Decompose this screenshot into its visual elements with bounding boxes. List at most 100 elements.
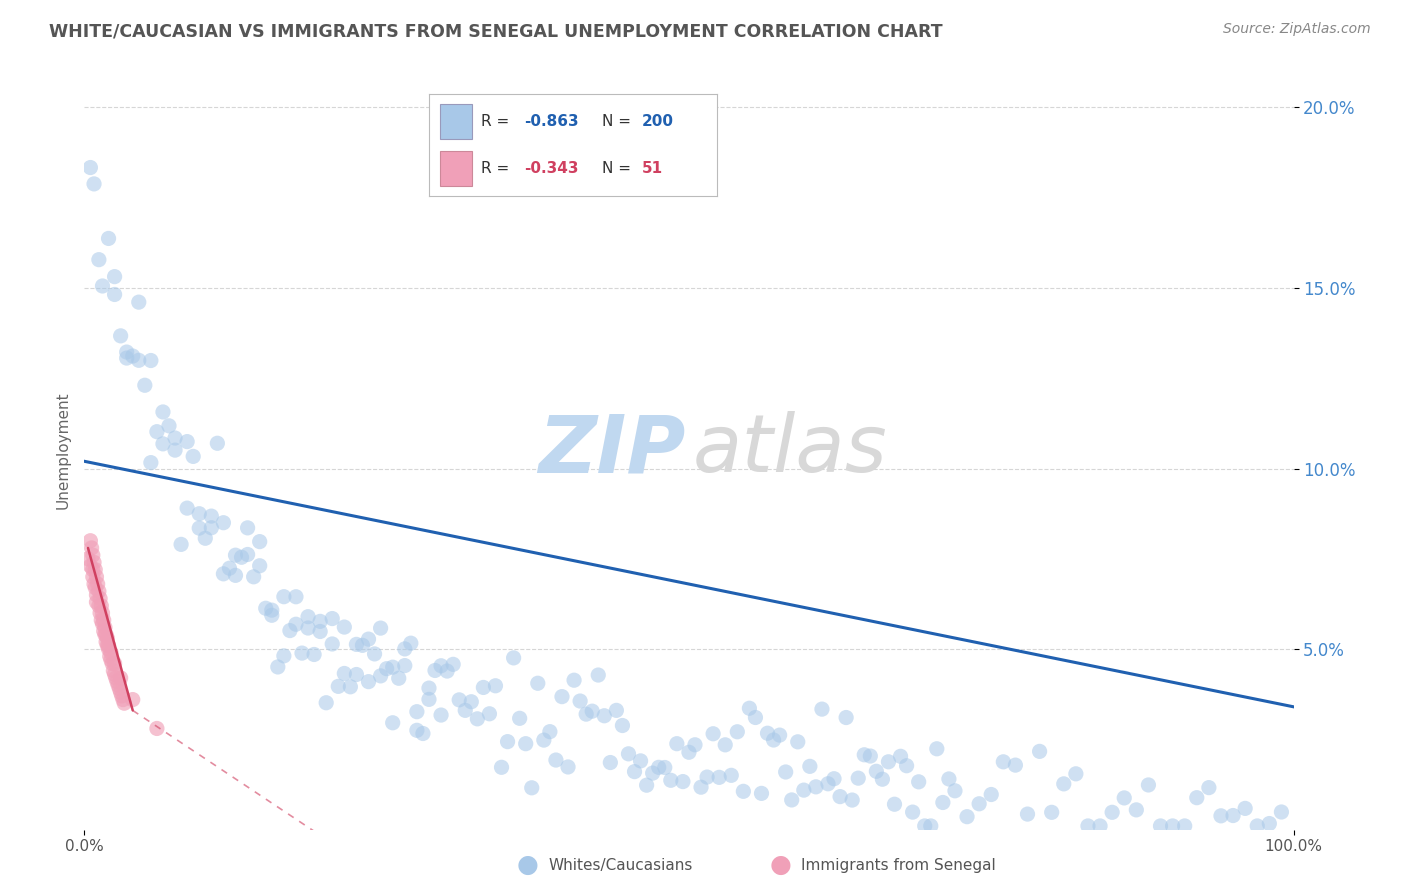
Point	[1270, 805, 1292, 819]
Point	[509, 711, 531, 725]
Point	[1174, 819, 1197, 833]
Point	[557, 760, 579, 774]
Point	[709, 770, 731, 784]
Point	[90, 613, 112, 627]
Point	[654, 760, 676, 774]
Point	[87, 599, 110, 613]
Point	[993, 755, 1015, 769]
Point	[714, 738, 737, 752]
Point	[111, 689, 134, 703]
Point	[236, 548, 259, 562]
Point	[121, 349, 143, 363]
Point	[104, 671, 127, 685]
Point	[249, 534, 271, 549]
Point	[1053, 777, 1076, 791]
Point	[82, 570, 104, 584]
Point	[890, 749, 912, 764]
Point	[212, 516, 235, 530]
Point	[146, 425, 169, 439]
Point	[1137, 778, 1160, 792]
Text: atlas: atlas	[693, 411, 887, 490]
Point	[90, 599, 112, 613]
Point	[1258, 816, 1281, 830]
Point	[733, 784, 755, 798]
Point	[1040, 805, 1063, 820]
Point	[775, 764, 797, 779]
Point	[756, 726, 779, 740]
Point	[636, 778, 658, 792]
Point	[830, 789, 852, 804]
Point	[128, 295, 150, 310]
Point	[1004, 758, 1026, 772]
Point	[91, 616, 114, 631]
Point	[236, 521, 259, 535]
Point	[93, 624, 115, 638]
Point	[460, 695, 482, 709]
Point	[381, 715, 404, 730]
Point	[225, 548, 247, 562]
Point	[436, 664, 458, 678]
Point	[165, 443, 187, 458]
Point	[980, 788, 1002, 802]
Point	[612, 718, 634, 732]
Text: Immigrants from Senegal: Immigrants from Senegal	[801, 858, 997, 872]
Point	[333, 666, 356, 681]
Point	[1198, 780, 1220, 795]
Point	[200, 521, 222, 535]
FancyBboxPatch shape	[440, 151, 472, 186]
Point	[352, 638, 374, 652]
Point	[83, 555, 105, 569]
Point	[97, 231, 120, 245]
Point	[593, 708, 616, 723]
Point	[751, 786, 773, 800]
Y-axis label: Unemployment: Unemployment	[55, 392, 70, 509]
Point	[84, 581, 107, 595]
Point	[96, 631, 118, 645]
Point	[901, 805, 924, 819]
Point	[588, 668, 610, 682]
Point	[520, 780, 543, 795]
Text: R =: R =	[481, 161, 513, 176]
Point	[302, 648, 325, 662]
Point	[94, 635, 117, 649]
Point	[321, 637, 343, 651]
Point	[678, 745, 700, 759]
Point	[170, 537, 193, 551]
Point	[690, 780, 713, 794]
Point	[152, 437, 174, 451]
Point	[152, 405, 174, 419]
Point	[309, 624, 332, 639]
Point	[932, 796, 955, 810]
Point	[1077, 819, 1099, 833]
Point	[82, 563, 104, 577]
Point	[1028, 744, 1050, 758]
Point	[176, 434, 198, 449]
Point	[967, 797, 990, 811]
Point	[804, 780, 827, 794]
Point	[449, 693, 471, 707]
Point	[423, 664, 446, 678]
Point	[1161, 819, 1184, 833]
Point	[91, 279, 114, 293]
Point	[188, 507, 211, 521]
Point	[273, 648, 295, 663]
Point	[551, 690, 574, 704]
Point	[93, 613, 115, 627]
Point	[1246, 819, 1268, 833]
Point	[267, 660, 290, 674]
Point	[538, 724, 561, 739]
Point	[877, 755, 900, 769]
Point	[956, 810, 979, 824]
Point	[630, 754, 652, 768]
Point	[309, 615, 332, 629]
Point	[84, 563, 107, 577]
Point	[273, 590, 295, 604]
Point	[696, 770, 718, 784]
Point	[242, 570, 264, 584]
Point	[107, 678, 129, 692]
Text: Source: ZipAtlas.com: Source: ZipAtlas.com	[1223, 22, 1371, 37]
Point	[883, 797, 905, 812]
Text: R =: R =	[481, 114, 513, 128]
Point	[121, 692, 143, 706]
Point	[104, 269, 127, 284]
